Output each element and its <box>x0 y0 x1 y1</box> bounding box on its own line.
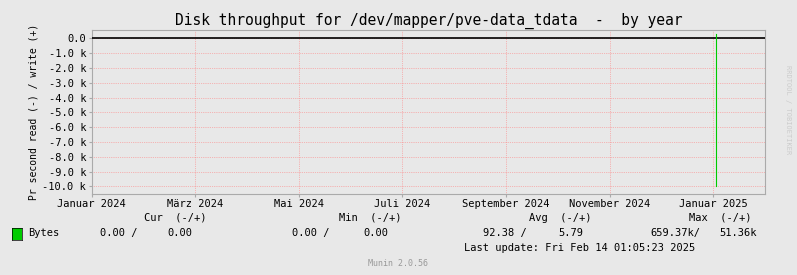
Title: Disk throughput for /dev/mapper/pve-data_tdata  -  by year: Disk throughput for /dev/mapper/pve-data… <box>175 13 682 29</box>
Text: 0.00: 0.00 <box>167 228 192 238</box>
Text: 659.37k/: 659.37k/ <box>650 228 700 238</box>
Text: Cur  (-/+): Cur (-/+) <box>143 213 206 223</box>
Text: Last update: Fri Feb 14 01:05:23 2025: Last update: Fri Feb 14 01:05:23 2025 <box>465 243 696 253</box>
Text: Munin 2.0.56: Munin 2.0.56 <box>368 258 428 268</box>
Text: 0.00 /: 0.00 / <box>292 228 330 238</box>
Text: 5.79: 5.79 <box>558 228 583 238</box>
Text: Min  (-/+): Min (-/+) <box>339 213 401 223</box>
Text: RRDTOOL / TOBIOETIKER: RRDTOOL / TOBIOETIKER <box>785 65 791 155</box>
Text: Bytes: Bytes <box>28 228 59 238</box>
Text: 0.00: 0.00 <box>363 228 388 238</box>
Y-axis label: Pr second read (-) / write (+): Pr second read (-) / write (+) <box>28 24 38 200</box>
Text: 51.36k: 51.36k <box>720 228 757 238</box>
Text: 92.38 /: 92.38 / <box>483 228 527 238</box>
Text: Avg  (-/+): Avg (-/+) <box>528 213 591 223</box>
Text: 0.00 /: 0.00 / <box>100 228 137 238</box>
Text: Max  (-/+): Max (-/+) <box>689 213 752 223</box>
